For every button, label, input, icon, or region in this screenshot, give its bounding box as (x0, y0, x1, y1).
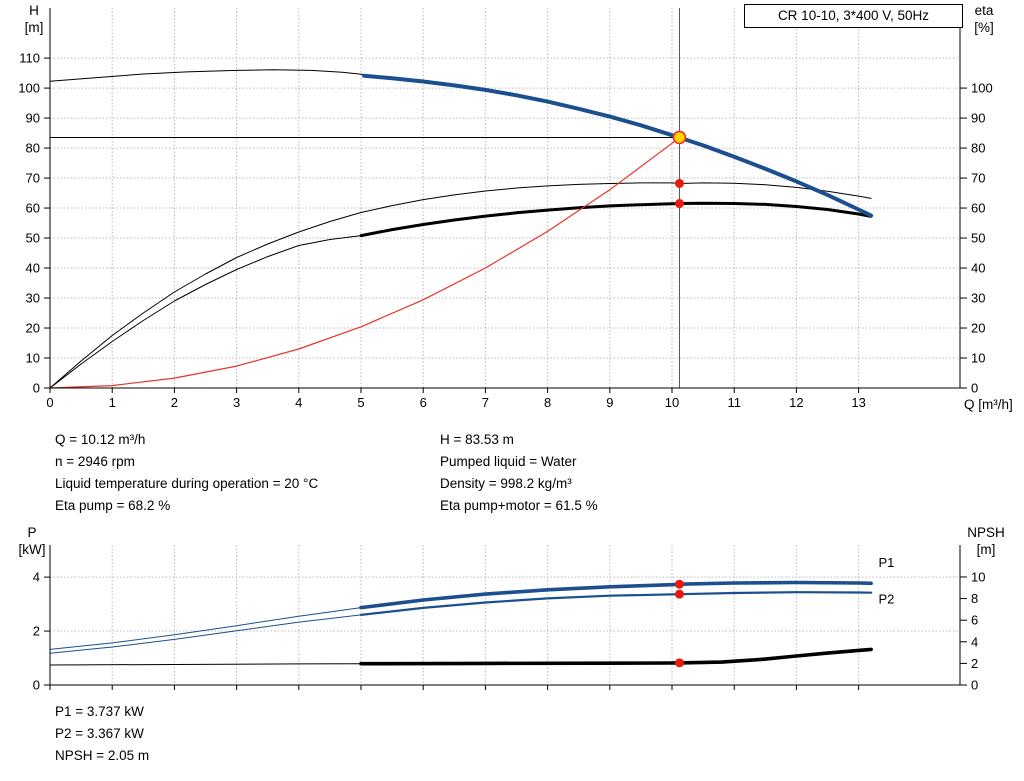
left-tick-label: 90 (26, 111, 40, 126)
info-flow: Q = 10.12 m³/h (55, 432, 146, 447)
x-tick-label: 0 (46, 395, 53, 410)
info-density: Density = 998.2 kg/m³ (440, 476, 572, 491)
p2-point (674, 589, 684, 599)
pump-title-box: CR 10-10, 3*400 V, 50Hz (744, 4, 963, 28)
left-tick-label: 20 (26, 321, 40, 336)
left-tick-label: 0 (33, 381, 40, 396)
eta-total-curve-lead-in (49, 235, 362, 389)
right-tick-label: 0 (971, 381, 978, 396)
info-head: H = 83.53 m (440, 432, 514, 447)
left-tick-label: 10 (26, 351, 40, 366)
info-p2: P2 = 3.367 kW (55, 726, 144, 741)
p-axis-title-line2: [kW] (18, 542, 46, 557)
eta-total-curve (359, 201, 873, 238)
right-tick-label: 50 (971, 231, 985, 246)
left-tick-label: 2 (33, 624, 40, 639)
left-tick-label: 0 (33, 678, 40, 693)
right-tick-label: 2 (971, 656, 978, 671)
npsh-point (674, 658, 684, 668)
operating-info-left: Q = 10.12 m³/h n = 2946 rpm Liquid tempe… (55, 429, 318, 517)
info-pumped-liquid: Pumped liquid = Water (440, 454, 577, 469)
right-tick-label: 8 (971, 591, 978, 606)
x-tick-label: 1 (109, 395, 116, 410)
left-tick-label: 70 (26, 171, 40, 186)
duty-point-marker (672, 130, 687, 145)
p1-curve-lead-in (49, 607, 362, 650)
left-tick-label: 100 (18, 81, 40, 96)
left-tick-label: 30 (26, 291, 40, 306)
x-tick-label: 5 (357, 395, 364, 410)
right-tick-label: 4 (971, 634, 978, 649)
left-tick-label: 50 (26, 231, 40, 246)
system-curve (49, 136, 681, 389)
right-tick-label: 80 (971, 141, 985, 156)
right-tick-label: 20 (971, 321, 985, 336)
info-eta-pump: Eta pump = 68.2 % (55, 498, 171, 513)
x-tick-label: 3 (233, 395, 240, 410)
x-tick-label: 6 (420, 395, 427, 410)
info-eta-total: Eta pump+motor = 61.5 % (440, 498, 598, 513)
operating-info-right: H = 83.53 m Pumped liquid = Water Densit… (440, 429, 598, 517)
eta-total-point (674, 199, 684, 209)
h-curve-lead-in (49, 69, 368, 82)
x-tick-label: 12 (789, 395, 803, 410)
h-axis-title-line2: [m] (24, 20, 44, 35)
right-tick-label: 6 (971, 613, 978, 628)
npsh-axis-title-line2: [m] (976, 542, 996, 557)
right-tick-label: 10 (971, 351, 985, 366)
right-tick-label: 90 (971, 111, 985, 126)
h-axis-title: H [m] (16, 2, 52, 36)
npsh-curve (359, 647, 873, 666)
npsh-axis-title: NPSH [m] (958, 524, 1014, 558)
right-tick-label: 40 (971, 261, 985, 276)
npsh-axis-title-line1: NPSH (967, 525, 1005, 540)
h-axis-title-line1: H (29, 3, 39, 18)
left-tick-label: 110 (19, 51, 40, 66)
eta-axis-title: eta [%] (962, 2, 1006, 36)
p2-curve-lead-in (49, 614, 362, 654)
x-tick-label: 7 (482, 395, 489, 410)
left-tick-label: 80 (26, 141, 40, 156)
x-tick-label: 11 (727, 395, 741, 410)
p-axis-title: P [kW] (12, 524, 52, 558)
left-tick-label: 4 (33, 570, 40, 585)
right-tick-label: 60 (971, 201, 985, 216)
p2-curve (359, 591, 873, 616)
q-axis-title: Q [m³/h] (964, 397, 1013, 412)
eta-axis-title-line1: eta (974, 3, 994, 18)
x-tick-label: 13 (851, 395, 865, 410)
h-curve (362, 73, 874, 218)
right-tick-label: 30 (971, 291, 985, 306)
x-tick-label: 4 (295, 395, 302, 410)
npsh-curve-lead-in (49, 663, 362, 666)
p2-label: P2 (879, 592, 895, 607)
left-tick-label: 60 (26, 201, 40, 216)
p1-label: P1 (879, 555, 895, 570)
x-tick-label: 8 (544, 395, 551, 410)
eta-pump-curve (49, 182, 872, 389)
left-tick-label: 40 (26, 261, 40, 276)
x-tick-label: 10 (665, 395, 679, 410)
eta-axis-title-line2: [%] (974, 20, 994, 35)
right-tick-label: 10 (971, 569, 985, 584)
right-tick-label: 70 (971, 171, 985, 186)
info-speed: n = 2946 rpm (55, 454, 135, 469)
eta-pump-point (674, 178, 684, 188)
right-tick-label: 100 (971, 81, 993, 96)
power-info: P1 = 3.737 kW P2 = 3.367 kW NPSH = 2.05 … (55, 701, 149, 767)
x-tick-label: 2 (171, 395, 178, 410)
p1-point (674, 579, 684, 589)
info-liquid-temperature: Liquid temperature during operation = 20… (55, 476, 319, 491)
x-tick-label: 9 (606, 395, 613, 410)
info-npsh: NPSH = 2.05 m (55, 748, 150, 763)
p1-curve (359, 580, 873, 610)
p-axis-title-line1: P (27, 525, 37, 540)
right-tick-label: 0 (971, 678, 978, 693)
info-p1: P1 = 3.737 kW (55, 704, 144, 719)
